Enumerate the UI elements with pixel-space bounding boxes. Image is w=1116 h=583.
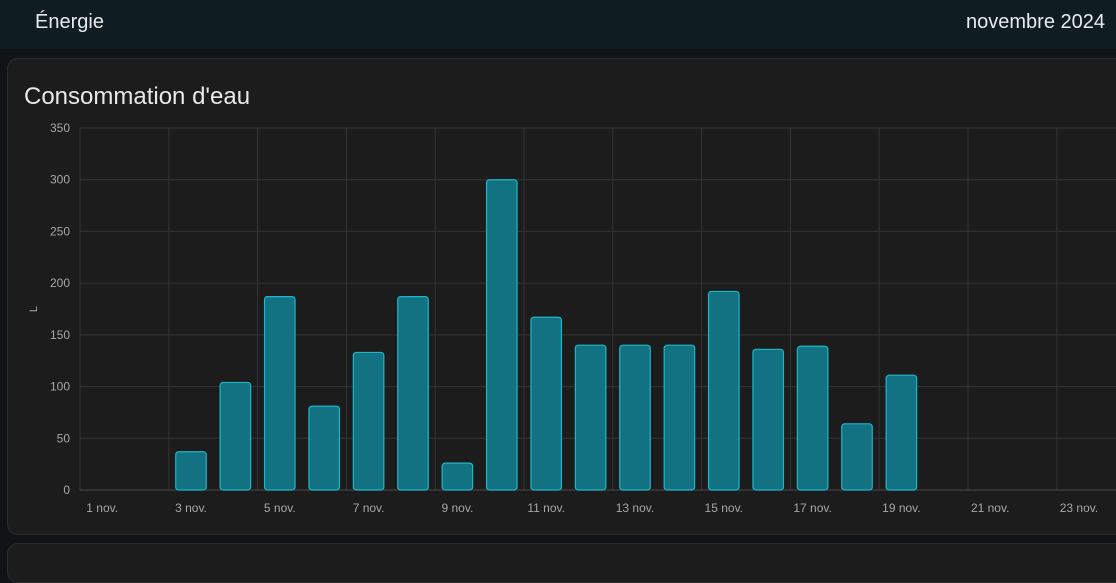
x-tick-label: 19 nov. — [882, 501, 920, 515]
card-title: Consommation d'eau — [24, 83, 251, 110]
y-tick-label: 200 — [50, 276, 70, 290]
bar-4-nov — [219, 381, 252, 491]
y-tick-label: 150 — [50, 328, 70, 342]
bar-18-nov — [841, 423, 873, 491]
page-title: Énergie — [35, 11, 104, 33]
x-tick-label: 21 nov. — [971, 501, 1009, 515]
bar-19-nov — [885, 374, 918, 491]
bar-3-nov — [175, 451, 207, 491]
y-tick-label: 50 — [57, 431, 71, 445]
y-tick-label: 0 — [63, 483, 70, 497]
y-tick-label: 100 — [50, 380, 70, 394]
bar-17-nov — [796, 345, 829, 491]
x-tick-label: 1 nov. — [86, 501, 118, 515]
bar-15-nov — [707, 290, 740, 491]
x-tick-label: 11 nov. — [527, 501, 565, 515]
y-tick-label: 350 — [50, 121, 70, 135]
bar-13-nov — [619, 344, 651, 491]
x-tick-label: 15 nov. — [705, 501, 743, 515]
x-tick-label: 13 nov. — [616, 501, 654, 515]
x-tick-label: 17 nov. — [793, 501, 831, 515]
bar-16-nov — [752, 348, 785, 491]
top-bar: Énergie novembre 2024 — [0, 0, 1116, 50]
bar-7-nov — [352, 351, 385, 491]
x-tick-label: 7 nov. — [353, 501, 385, 515]
y-axis-label: L — [28, 306, 40, 312]
bar-12-nov — [574, 344, 607, 491]
y-tick-label: 250 — [50, 224, 70, 238]
x-tick-label: 23 nov. — [1060, 501, 1098, 515]
x-tick-label: 9 nov. — [441, 501, 473, 515]
water-consumption-chart: 0 50 100 150 200 250 300 350 1 nov. 3 nov. 5 nov. 7… — [28, 121, 1116, 515]
bar-14-nov — [663, 344, 696, 491]
bar-8-nov — [397, 295, 429, 491]
bar-10-nov — [485, 179, 518, 491]
bar-5-nov — [263, 295, 296, 491]
y-tick-label: 300 — [50, 173, 70, 187]
x-tick-label: 5 nov. — [264, 501, 296, 515]
x-tick-label: 3 nov. — [175, 501, 207, 515]
period-label[interactable]: novembre 2024 — [966, 11, 1105, 33]
bar-9-nov — [441, 462, 474, 491]
bar-6-nov — [308, 405, 341, 491]
bar-11-nov — [530, 316, 563, 491]
